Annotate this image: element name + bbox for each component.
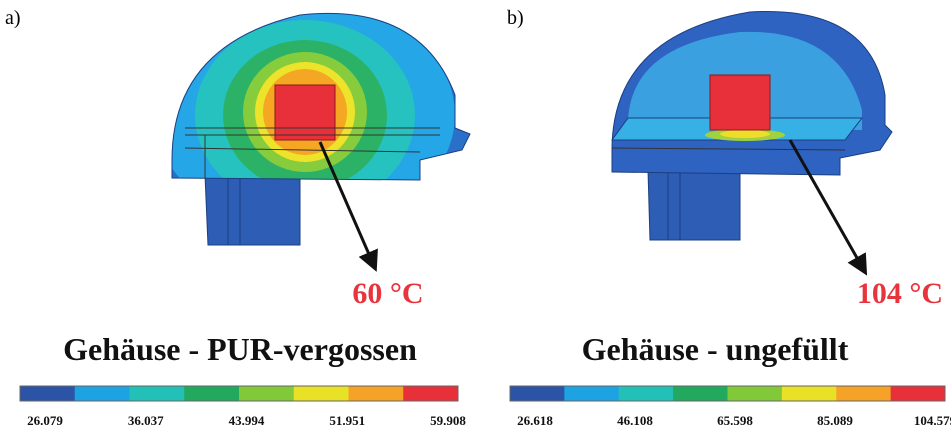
colorbar-segment bbox=[75, 386, 130, 401]
scale-label: 26.079 bbox=[27, 413, 63, 428]
scale-label: 43.994 bbox=[229, 413, 265, 428]
colorbar-segment bbox=[564, 386, 619, 401]
panel-title: Gehäuse - PUR-vergossen bbox=[63, 331, 417, 367]
colorbar-segment bbox=[510, 386, 565, 401]
scale-label: 46.108 bbox=[617, 413, 653, 428]
colorbar-segment bbox=[403, 386, 458, 401]
scale-label: 104.579 bbox=[914, 413, 951, 428]
colorbar-segment bbox=[184, 386, 239, 401]
scale-label: 36.037 bbox=[128, 413, 164, 428]
scale-label: 65.598 bbox=[717, 413, 753, 428]
figure: a) b) 60 °C 104 °C Gehäuse - PUR-vergoss… bbox=[0, 0, 951, 431]
colorbar-segment bbox=[891, 386, 946, 401]
colorbar-segment bbox=[836, 386, 891, 401]
colorbar-segment bbox=[673, 386, 728, 401]
simulation-a bbox=[155, 0, 480, 268]
scale-label: 26.618 bbox=[517, 413, 553, 428]
colorbar-segment bbox=[728, 386, 783, 401]
temperature: 60 °C bbox=[352, 277, 423, 310]
panel-title: Gehäuse - ungefüllt bbox=[582, 331, 849, 367]
colorbar-segment bbox=[239, 386, 294, 401]
colorbar-segment bbox=[20, 386, 75, 401]
colorbar-segment bbox=[294, 386, 349, 401]
colorbar-segment bbox=[619, 386, 674, 401]
panel-label: b) bbox=[507, 7, 524, 29]
scale-label: 85.089 bbox=[817, 413, 853, 428]
colorbar-segment bbox=[782, 386, 837, 401]
simulation-b bbox=[612, 11, 892, 272]
colorbar-segment bbox=[130, 386, 185, 401]
scale-label: 59.908 bbox=[430, 413, 466, 428]
panel-label: a) bbox=[5, 7, 21, 29]
temperature: 104 °C bbox=[857, 277, 943, 310]
scale-label: 51.951 bbox=[329, 413, 365, 428]
colorbar-segment bbox=[349, 386, 404, 401]
